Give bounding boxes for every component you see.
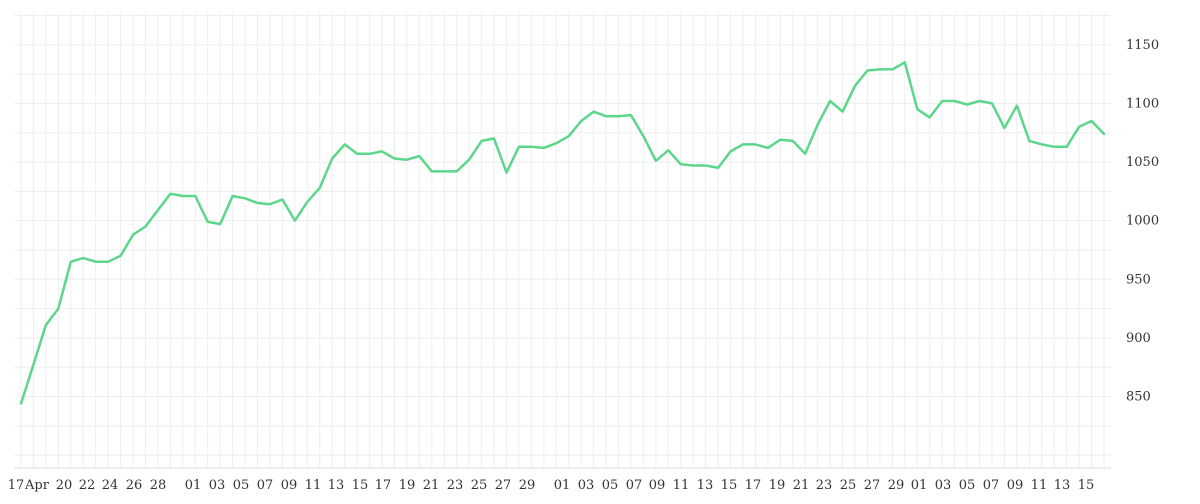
x-tick-label: 07 [983, 478, 1000, 493]
x-tick-label: 05 [959, 478, 976, 493]
x-tick-label: 17 [375, 478, 392, 493]
x-tick-label: 23 [816, 478, 833, 493]
x-tick-label: 05 [233, 478, 250, 493]
x-tick-label: 09 [1007, 478, 1024, 493]
x-tick-label: 05 [602, 478, 619, 493]
x-tick-label: 15 [1078, 478, 1095, 493]
y-tick-label: 1000 [1126, 214, 1159, 229]
x-tick-label: 17 [8, 478, 25, 493]
x-tick-label: 19 [769, 478, 786, 493]
x-tick-label: 28 [150, 478, 167, 493]
x-tick-label: 20 [56, 478, 73, 493]
x-tick-label: 21 [793, 478, 810, 493]
x-tick-label: 23 [447, 478, 464, 493]
y-tick-label: 850 [1126, 390, 1151, 405]
x-tick-label: 29 [888, 478, 905, 493]
x-tick-label: 13 [697, 478, 714, 493]
x-tick-label: 03 [209, 478, 226, 493]
x-tick-label: 19 [399, 478, 416, 493]
x-tick-label: 13 [1054, 478, 1071, 493]
x-tick-label: 17 [745, 478, 762, 493]
x-tick-label: 09 [281, 478, 298, 493]
x-tick-label: 27 [864, 478, 881, 493]
x-tick-label: 15 [352, 478, 369, 493]
x-tick-label: 13 [328, 478, 345, 493]
x-tick-label: 01 [911, 478, 928, 493]
x-tick-label: 25 [471, 478, 488, 493]
x-tick-label: 07 [257, 478, 274, 493]
x-tick-label: 27 [495, 478, 512, 493]
vertical-grid [20, 12, 1105, 468]
x-tick-label: 29 [519, 478, 536, 493]
x-tick-label: 24 [102, 478, 119, 493]
x-tick-label: 09 [649, 478, 666, 493]
x-tick-label: 01 [554, 478, 571, 493]
x-tick-label: 25 [840, 478, 857, 493]
y-tick-label: 1150 [1126, 38, 1159, 53]
x-tick-label: 26 [126, 478, 143, 493]
x-tick-label: 03 [935, 478, 952, 493]
x-axis-tick-labels: 17 Apr 20 22 24 26 28 01 03 05 07 09 11 13 15 17 19 21 23 2… [8, 478, 1095, 493]
y-axis-tick-labels: 850 900 950 1000 1050 1100 1150 [1126, 38, 1159, 405]
x-tick-label: 21 [423, 478, 440, 493]
y-tick-label: 1050 [1126, 155, 1159, 170]
series-layer [19, 61, 1106, 405]
x-tick-label: 03 [578, 478, 595, 493]
x-tick-label: 01 [185, 478, 202, 493]
x-tick-label: 11 [1031, 478, 1048, 493]
series-line [19, 61, 1106, 405]
x-tick-label: Apr [24, 478, 50, 493]
x-tick-label: 11 [673, 478, 690, 493]
x-tick-label: 15 [721, 478, 738, 493]
y-tick-label: 950 [1126, 272, 1151, 287]
y-tick-label: 1100 [1126, 96, 1159, 111]
x-tick-label: 07 [626, 478, 643, 493]
x-tick-label: 11 [305, 478, 322, 493]
y-tick-label: 900 [1126, 331, 1151, 346]
x-tick-label: 22 [79, 478, 96, 493]
horizontal-grid [14, 14, 1111, 456]
